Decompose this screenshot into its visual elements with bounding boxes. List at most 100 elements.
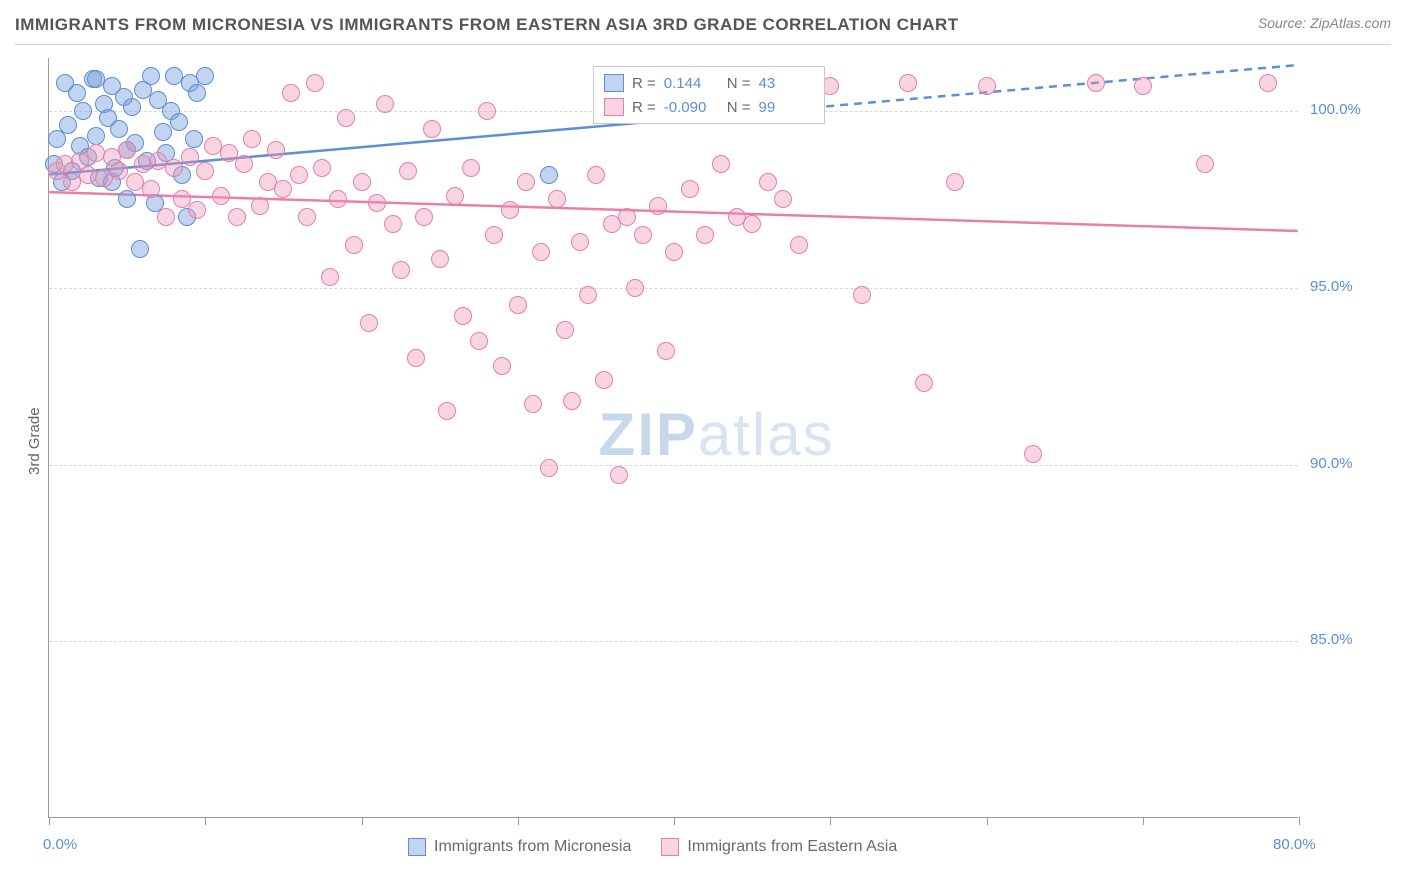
scatter-point <box>188 84 206 102</box>
scatter-point <box>282 84 300 102</box>
stat-n-label: N = <box>727 75 751 92</box>
scatter-point <box>759 173 777 191</box>
series-legend-item: Immigrants from Micronesia <box>408 838 631 856</box>
legend-swatch <box>604 74 624 92</box>
stat-n-label: N = <box>727 99 751 116</box>
legend-swatch <box>661 838 679 856</box>
scatter-point <box>1087 74 1105 92</box>
scatter-point <box>118 141 136 159</box>
scatter-point <box>571 233 589 251</box>
scatter-point <box>298 208 316 226</box>
gridline <box>49 288 1298 289</box>
scatter-point <box>74 102 92 120</box>
scatter-point <box>1196 155 1214 173</box>
series-name: Immigrants from Micronesia <box>434 838 631 856</box>
stat-n-value: 99 <box>759 99 814 116</box>
scatter-point <box>556 321 574 339</box>
scatter-point <box>446 187 464 205</box>
x-tick <box>518 817 519 825</box>
scatter-point <box>517 173 535 191</box>
gridline <box>49 641 1298 642</box>
scatter-point <box>110 120 128 138</box>
x-tick <box>830 817 831 825</box>
source-label: Source: ZipAtlas.com <box>1258 15 1391 31</box>
scatter-point <box>267 141 285 159</box>
scatter-point <box>131 240 149 258</box>
scatter-point <box>415 208 433 226</box>
scatter-point <box>946 173 964 191</box>
scatter-point <box>118 190 136 208</box>
scatter-point <box>509 296 527 314</box>
x-tick-label: 80.0% <box>1273 836 1316 853</box>
series-legend-item: Immigrants from Eastern Asia <box>661 838 897 856</box>
scatter-point <box>540 166 558 184</box>
scatter-point <box>493 357 511 375</box>
stat-n-value: 43 <box>759 75 814 92</box>
scatter-point <box>68 84 86 102</box>
scatter-point <box>384 215 402 233</box>
stats-legend-row: R =-0.090N =99 <box>604 95 814 119</box>
x-tick <box>987 817 988 825</box>
scatter-point <box>196 67 214 85</box>
y-tick-label: 85.0% <box>1310 631 1353 648</box>
scatter-point <box>431 250 449 268</box>
scatter-point <box>634 226 652 244</box>
scatter-point <box>649 197 667 215</box>
scatter-point <box>470 332 488 350</box>
x-tick <box>49 817 50 825</box>
scatter-point <box>329 190 347 208</box>
scatter-point <box>548 190 566 208</box>
x-tick <box>1143 817 1144 825</box>
scatter-point <box>712 155 730 173</box>
scatter-point <box>165 159 183 177</box>
gridline <box>49 465 1298 466</box>
scatter-point <box>438 402 456 420</box>
x-tick <box>1299 817 1300 825</box>
scatter-point <box>306 74 324 92</box>
scatter-point <box>142 180 160 198</box>
y-tick-label: 100.0% <box>1310 101 1361 118</box>
y-tick-label: 90.0% <box>1310 455 1353 472</box>
scatter-point <box>626 279 644 297</box>
stats-legend-row: R =0.144N =43 <box>604 71 814 95</box>
scatter-point <box>313 159 331 177</box>
scatter-point <box>181 148 199 166</box>
scatter-point <box>610 466 628 484</box>
scatter-point <box>423 120 441 138</box>
scatter-point <box>368 194 386 212</box>
stats-legend: R =0.144N =43R =-0.090N =99 <box>593 66 825 124</box>
stat-r-label: R = <box>632 99 656 116</box>
scatter-point <box>540 459 558 477</box>
series-legend: Immigrants from Micronesia Immigrants fro… <box>408 838 897 856</box>
x-tick <box>362 817 363 825</box>
chart-title: IMMIGRANTS FROM MICRONESIA VS IMMIGRANTS… <box>15 15 959 35</box>
scatter-point <box>774 190 792 208</box>
y-axis-label: 3rd Grade <box>26 407 43 475</box>
scatter-point <box>618 208 636 226</box>
plot-area: ZIPatlas <box>48 58 1298 818</box>
scatter-point <box>532 243 550 261</box>
scatter-point <box>1259 74 1277 92</box>
scatter-point <box>454 307 472 325</box>
scatter-point <box>157 208 175 226</box>
scatter-point <box>376 95 394 113</box>
series-name: Immigrants from Eastern Asia <box>687 838 897 856</box>
scatter-point <box>743 215 761 233</box>
scatter-point <box>1024 445 1042 463</box>
scatter-point <box>899 74 917 92</box>
chart-container: IMMIGRANTS FROM MICRONESIA VS IMMIGRANTS… <box>0 0 1406 892</box>
scatter-point <box>462 159 480 177</box>
scatter-point <box>360 314 378 332</box>
scatter-point <box>657 342 675 360</box>
scatter-point <box>485 226 503 244</box>
scatter-point <box>407 349 425 367</box>
trend-lines <box>49 58 1298 817</box>
x-tick-label: 0.0% <box>43 836 77 853</box>
watermark-bold: ZIP <box>599 401 698 468</box>
scatter-point <box>87 70 105 88</box>
scatter-point <box>59 116 77 134</box>
scatter-point <box>243 130 261 148</box>
scatter-point <box>665 243 683 261</box>
scatter-point <box>853 286 871 304</box>
scatter-point <box>290 166 308 184</box>
